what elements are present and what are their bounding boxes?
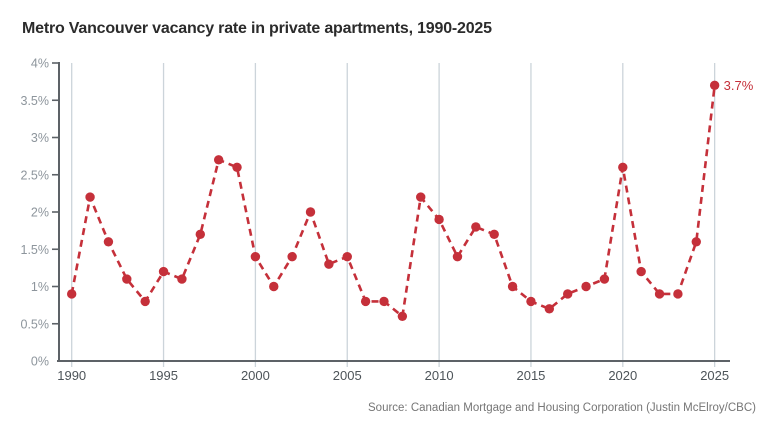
data-point	[379, 296, 389, 307]
data-point	[342, 252, 352, 262]
last-value-annotation: 3.7%	[724, 78, 754, 93]
x-tick-label: 2020	[608, 368, 637, 383]
data-point	[213, 155, 224, 165]
y-tick-label: 2.5%	[21, 168, 50, 182]
data-point	[618, 162, 628, 172]
data-point	[67, 289, 77, 299]
y-tick-label: 0.5%	[21, 317, 50, 331]
data-point	[360, 296, 371, 307]
data-point	[654, 289, 665, 299]
data-point	[305, 207, 316, 217]
data-point	[324, 259, 334, 269]
data-point	[636, 266, 646, 277]
data-point	[471, 222, 481, 232]
y-tick-label: 1.5%	[21, 243, 50, 257]
data-point	[526, 296, 536, 307]
data-point	[177, 274, 187, 284]
data-point	[691, 237, 701, 247]
trend-line	[70, 85, 716, 318]
y-tick-label: 1%	[31, 280, 49, 294]
y-tick-label: 0%	[31, 355, 49, 369]
data-point	[195, 229, 205, 240]
data-point	[122, 274, 132, 284]
chart-title: Metro Vancouver vacancy rate in private …	[22, 20, 492, 37]
x-tick-label: 2000	[241, 368, 270, 383]
y-tick-label: 3%	[31, 131, 49, 145]
data-point	[434, 214, 444, 225]
data-point	[544, 304, 555, 314]
data-point	[673, 289, 683, 299]
data-point	[287, 252, 297, 262]
x-tick-label: 2025	[700, 368, 729, 383]
x-tick-label: 2005	[333, 368, 362, 383]
x-tick-label: 1995	[149, 368, 178, 383]
data-point	[562, 289, 573, 299]
y-tick-label: 2%	[31, 206, 49, 220]
data-point	[250, 252, 261, 262]
x-tick-label: 2010	[425, 368, 454, 383]
data-point	[397, 311, 408, 321]
data-point	[158, 266, 169, 277]
data-point	[103, 237, 114, 247]
data-point	[232, 162, 242, 172]
y-tick-label: 3.5%	[21, 94, 50, 108]
data-point	[416, 192, 426, 202]
data-point	[140, 296, 150, 307]
data-point	[507, 281, 518, 292]
data-point	[85, 192, 95, 202]
data-point	[709, 80, 720, 91]
data-point	[489, 229, 499, 240]
source-credit: Source: Canadian Mortgage and Housing Co…	[368, 402, 756, 414]
x-tick-label: 2015	[516, 368, 545, 383]
data-point	[452, 252, 463, 262]
data-point	[599, 274, 610, 284]
data-point	[581, 281, 591, 292]
data-point	[269, 281, 279, 292]
x-tick-label: 1990	[57, 368, 86, 383]
y-tick-label: 4%	[31, 57, 49, 71]
